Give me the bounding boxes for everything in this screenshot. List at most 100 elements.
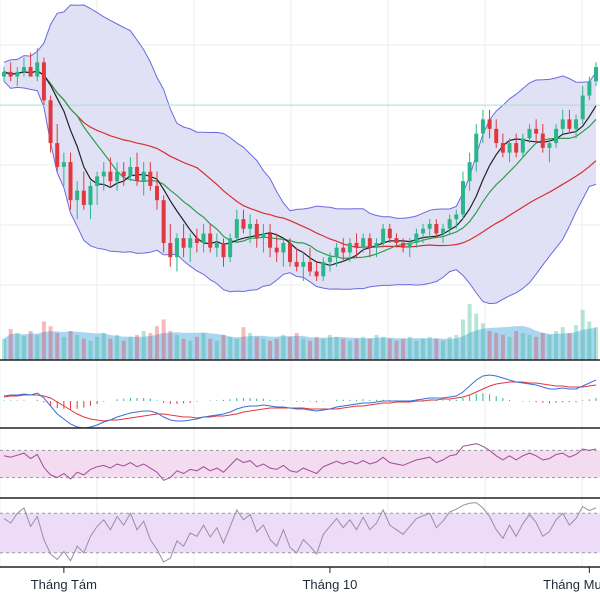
volume-bar [467, 304, 472, 360]
volume-bar [500, 334, 505, 360]
volume-bar [121, 340, 126, 360]
volume-bar [567, 332, 572, 360]
volume-bar [194, 336, 199, 360]
candle-body [15, 71, 20, 77]
x-axis-tick-label: Tháng 10 [302, 577, 357, 592]
candle-body [474, 133, 479, 163]
macd-panel [0, 374, 600, 429]
candle-body [288, 242, 293, 262]
candle-body [8, 71, 13, 77]
volume-bar [307, 340, 312, 360]
rsi-line [3, 443, 597, 481]
candle-body [507, 143, 512, 153]
volume-bar [88, 340, 93, 360]
price-panel [0, 4, 600, 305]
candle-body [154, 185, 159, 201]
candle-body [48, 100, 53, 144]
candle-body [447, 219, 452, 229]
volume-bar [594, 327, 598, 360]
volume-bar [474, 313, 479, 360]
volume-bar [367, 338, 372, 360]
volume-bar [115, 334, 120, 360]
volume-bar [135, 334, 140, 360]
candle-body [41, 62, 46, 101]
candle-body [374, 242, 379, 248]
volume-bar [540, 332, 545, 360]
rsi-band [0, 450, 600, 478]
volume-bar [161, 319, 166, 360]
volume-bar [174, 334, 179, 360]
candle-body [401, 242, 406, 248]
candle-body [81, 190, 86, 205]
candle-body [75, 190, 80, 201]
moving-average-slow [3, 70, 597, 249]
volume-bar [314, 336, 319, 360]
candle-body [161, 200, 166, 243]
candle-body [55, 143, 60, 167]
candle-body [268, 233, 273, 248]
candle-body [514, 143, 519, 153]
candle-body [441, 228, 446, 234]
candle-body [208, 233, 213, 248]
volume-bar [108, 338, 113, 360]
volume-bar [2, 338, 6, 360]
volume-bar [15, 332, 20, 360]
candle-body [381, 228, 386, 243]
candle-body [540, 133, 545, 148]
volume-bar [534, 336, 539, 360]
candle-body [2, 71, 6, 77]
moving-average-fast [3, 70, 597, 267]
candle-body [248, 223, 253, 229]
volume-bar [321, 338, 326, 360]
volume-bar [560, 327, 565, 360]
candle-body [241, 219, 246, 229]
volume-bar [394, 340, 399, 360]
volume-bar [494, 332, 499, 360]
volume-bar [447, 336, 452, 360]
volume-bar [480, 323, 485, 360]
volume-bar [214, 340, 219, 360]
candle-body [341, 247, 346, 253]
volume-bar [327, 334, 332, 360]
candle-body [214, 242, 219, 248]
volume-bar [208, 338, 213, 360]
candle-body [121, 171, 126, 177]
candle-body [174, 238, 179, 258]
candle-body [234, 219, 239, 239]
volume-bar [520, 332, 525, 360]
volume-bar [301, 338, 306, 360]
volume-bar [228, 336, 233, 360]
volume-bar [81, 338, 86, 360]
volume-bar [101, 332, 106, 360]
candle-body [115, 171, 120, 182]
candle-body [141, 171, 146, 182]
x-axis-tick-label: Tháng Tám [31, 577, 97, 592]
candle-body [487, 119, 492, 129]
candle-body [394, 238, 399, 243]
volume-bar [574, 325, 579, 360]
candle-body [194, 238, 199, 243]
candle-body [68, 162, 73, 201]
candle-body [567, 119, 572, 129]
volume-bar [381, 336, 386, 360]
candle-body [128, 166, 133, 177]
volume-bar [514, 331, 519, 360]
candle-body [321, 261, 326, 277]
candle-body [527, 128, 532, 139]
volume-bar [35, 334, 40, 360]
candle-body [168, 242, 173, 258]
candle-body [434, 223, 439, 234]
candle-body [108, 171, 113, 182]
volume-bar [554, 331, 559, 360]
volume-bar [148, 332, 153, 360]
candle-body [587, 81, 592, 96]
candle-body [274, 247, 279, 253]
candle-body [148, 171, 153, 186]
panel-background [0, 362, 600, 428]
candle-body [201, 233, 206, 243]
candle-body [307, 261, 312, 272]
volume-bar [41, 321, 46, 360]
volume-bar [95, 336, 100, 360]
